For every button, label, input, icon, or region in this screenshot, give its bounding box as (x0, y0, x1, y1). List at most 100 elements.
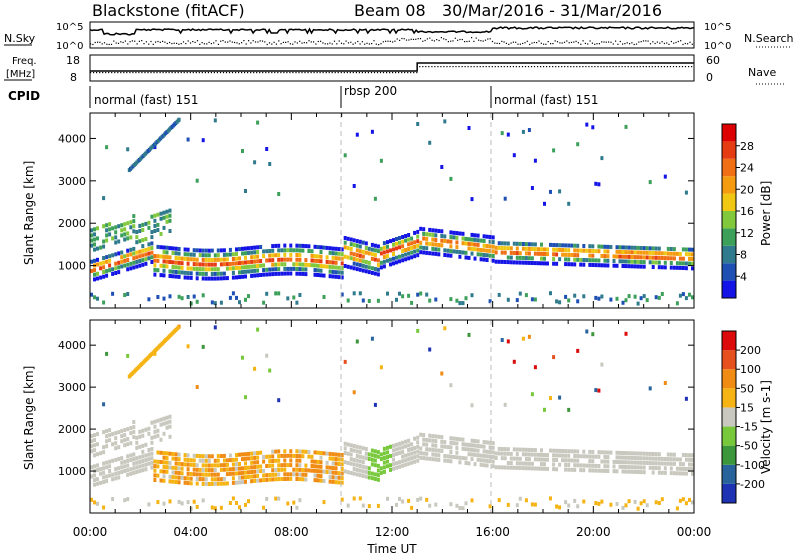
velocity-cell (398, 460, 401, 465)
power-cell (138, 263, 142, 268)
power-cell (271, 244, 275, 249)
velocity-cell (126, 472, 130, 477)
x-tick-label: 20:00 (576, 525, 611, 539)
velocity-cell (105, 429, 109, 434)
power-cell (386, 258, 389, 263)
velocity-cell (186, 476, 190, 481)
power-cell (271, 253, 275, 258)
nsearch-point (522, 42, 524, 45)
power-cell (597, 263, 601, 268)
velocity-cell (331, 475, 335, 480)
velocity-cell (102, 470, 106, 475)
velocity-cell (250, 456, 254, 461)
power-cell (461, 236, 465, 241)
velocity-cell (222, 458, 226, 463)
power-cell (198, 271, 202, 276)
power-cell (319, 264, 323, 268)
nsearch-point (268, 42, 271, 44)
velocity-cell (129, 458, 133, 462)
power-cell (331, 274, 335, 279)
nave-point (268, 72, 270, 74)
power-cell (654, 246, 658, 251)
power-cell (177, 247, 181, 251)
velocity-cell (364, 474, 368, 479)
velocity-cell (648, 456, 652, 461)
nsearch-point (624, 43, 626, 45)
nave-point (636, 66, 638, 68)
power-cell (582, 294, 586, 299)
power-cell (603, 249, 607, 254)
velocity-cell (497, 451, 501, 456)
nsearch-point (412, 38, 415, 40)
velocity-cell (271, 477, 275, 482)
velocity-cell (567, 453, 571, 458)
power-cell (216, 257, 220, 262)
colorbar-tick-label: -50 (740, 440, 758, 453)
x-axis-labels: 00:00 04:00 08:00 12:00 16:00 20:00 00:00 (73, 525, 712, 539)
power-cell (259, 245, 263, 249)
nave-point (612, 66, 614, 68)
power-cell (401, 253, 405, 258)
velocity-cell (346, 442, 350, 447)
nsearch-point (629, 43, 631, 45)
velocity-cell (461, 506, 465, 511)
velocity-cell (666, 461, 670, 466)
power-cell (509, 250, 513, 255)
power-cell (262, 254, 266, 259)
velocity-cell (241, 355, 244, 360)
power-cell (256, 273, 260, 278)
power-cell (156, 244, 160, 249)
nsearch-point (238, 43, 240, 45)
power-cell (346, 255, 350, 260)
power-cell (132, 214, 136, 219)
power-cell (386, 249, 389, 254)
power-cell (630, 255, 634, 259)
power-cell (123, 258, 127, 263)
velocity-cell (117, 475, 121, 480)
power-cell (594, 263, 598, 268)
velocity-cell (277, 454, 281, 459)
velocity-cell (204, 472, 208, 477)
power-cell (162, 250, 166, 255)
power-cell (600, 244, 604, 249)
velocity-cell (533, 466, 537, 471)
nave-point (648, 66, 650, 68)
power-cell (410, 300, 414, 305)
velocity-cell (639, 460, 643, 465)
nave-point (530, 66, 533, 68)
velocity-cell (512, 465, 516, 470)
power-cell (165, 259, 169, 264)
power-cell (434, 242, 438, 247)
nsearch-point (524, 42, 526, 44)
nave-point (358, 72, 360, 74)
power-cell (216, 248, 220, 253)
velocity-cell (663, 381, 667, 385)
velocity-cell (404, 462, 408, 467)
velocity-cell (198, 458, 202, 463)
power-cell (684, 247, 688, 252)
velocity-cell (358, 473, 362, 478)
velocity-cell (382, 456, 386, 460)
velocity-cell (392, 453, 395, 457)
nsearch-point (647, 40, 649, 42)
velocity-cell (228, 467, 232, 472)
velocity-cell (379, 470, 383, 475)
power-cell (126, 236, 130, 241)
power-cell (141, 228, 145, 232)
cpid-segment-2: rbsp 200 (344, 84, 397, 98)
velocity-cell (675, 471, 679, 476)
velocity-cell (425, 447, 429, 452)
velocity-cell (241, 457, 244, 462)
velocity-cell (464, 461, 468, 465)
power-cell (600, 294, 604, 299)
power-cell (105, 233, 109, 238)
nave-point (171, 72, 173, 74)
velocity-cell (138, 459, 142, 464)
velocity-cell (132, 430, 136, 435)
power-cell (533, 251, 537, 256)
nsearch-point (289, 43, 291, 45)
power-cell (428, 298, 432, 303)
velocity-cell (543, 457, 546, 462)
power-cell (231, 270, 235, 275)
